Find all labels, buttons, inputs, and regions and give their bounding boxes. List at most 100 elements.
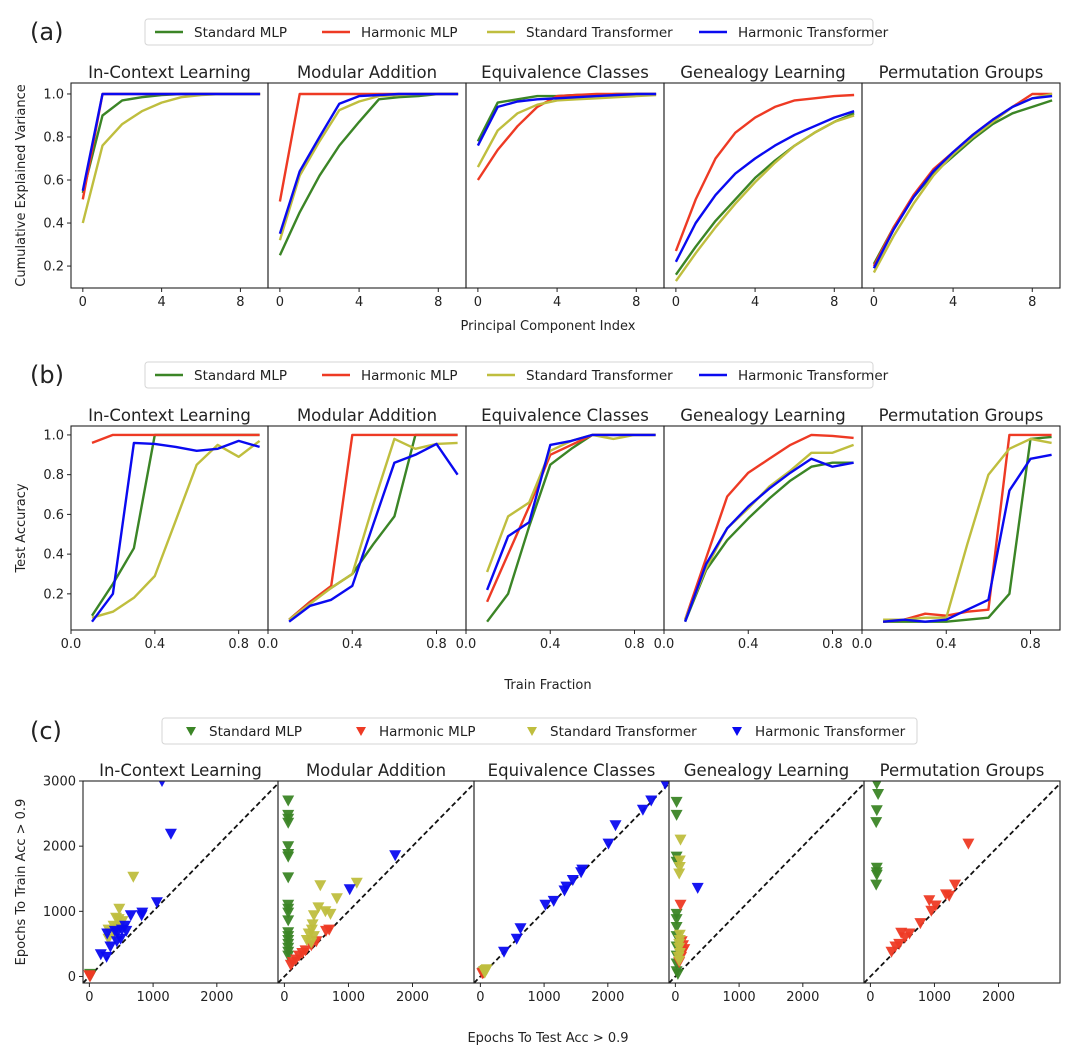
scatter-point-harmonic-transformer	[104, 941, 117, 953]
subplot-genealogy-learning: Genealogy Learning 0 1000 2000	[668, 761, 865, 1005]
scatter-point-harmonic-transformer	[575, 867, 588, 879]
scatter-point-standard-transformer	[673, 855, 686, 867]
series-line-standard-transformer	[883, 437, 1052, 621]
subplot-title: Equivalence Classes	[481, 63, 649, 82]
y-tick-label: 2000	[43, 840, 76, 855]
plot-area	[81, 92, 261, 224]
x-tick-label: 4	[157, 295, 165, 310]
plot-area	[674, 93, 855, 282]
scatter-point-standard-transformer	[478, 967, 491, 979]
scatter-point-standard-mlp	[282, 795, 295, 807]
x-tick-label: 0	[866, 990, 874, 1005]
x-tick-label: 0.4	[144, 637, 165, 652]
legend: Standard MLP Harmonic MLP Standard Transfo…	[144, 18, 889, 46]
scatter-point-harmonic-transformer	[101, 928, 114, 940]
scatter-point-harmonic-transformer	[558, 885, 571, 897]
x-tick-label: 1000	[528, 990, 561, 1005]
plot-area	[476, 92, 657, 181]
plot-area	[864, 781, 1060, 983]
scatter-point-harmonic-transformer	[389, 850, 402, 862]
plot-area	[288, 433, 459, 623]
x-axis-label: Train Fraction	[503, 678, 591, 693]
y-tick-label: 3000	[43, 775, 76, 790]
figure-row-b: (b) Standard MLP Harmonic MLP Standard Tran…	[14, 361, 1061, 693]
legend-entry-harmonic-transformer: Harmonic Transformer	[732, 724, 906, 740]
legend-entry-harmonic-transformer: Harmonic Transformer	[699, 368, 889, 384]
subplot-modular-addition: Modular Addition 0 4 8	[267, 63, 467, 310]
reference-diagonal-line	[864, 782, 1060, 983]
series-line-standard-mlp	[476, 92, 657, 142]
scatter-point-harmonic-transformer	[110, 936, 123, 948]
scatter-point-harmonic-mlp	[320, 925, 332, 937]
scatter-point-harmonic-mlp	[962, 838, 975, 850]
scatter-point-standard-mlp	[870, 869, 883, 881]
x-tick-label: 0	[672, 295, 680, 310]
scatter-point-harmonic-transformer	[566, 875, 579, 886]
x-tick-label: 0	[474, 295, 482, 310]
series-line-harmonic-transformer	[485, 433, 656, 591]
scatter-point-harmonic-transformer	[636, 804, 649, 816]
scatter-point-standard-transformer	[305, 937, 318, 949]
scatter-point-standard-mlp	[282, 915, 295, 927]
scatter-point-standard-transformer	[674, 834, 687, 846]
legend-label: Harmonic Transformer	[738, 25, 889, 41]
scatter-point-standard-transformer	[673, 862, 686, 873]
subplot-title: Equivalence Classes	[488, 761, 656, 780]
axes-frame	[863, 780, 1061, 984]
x-tick-label: 0.4	[540, 637, 561, 652]
y-tick-label: 0.6	[43, 174, 64, 189]
axes-frame	[465, 425, 665, 631]
legend-marker-triangle-icon	[732, 727, 742, 736]
plot-area	[83, 781, 278, 983]
subplot-title: Genealogy Learning	[680, 63, 845, 82]
scatter-point-standard-transformer	[673, 868, 686, 880]
x-tick-label: 0.0	[654, 637, 675, 652]
y-tick-label: 1.0	[43, 87, 64, 102]
scatter-point-standard-mlp	[282, 950, 295, 962]
figure-row-c: (c) Standard MLP Harmonic MLP Standard Tran…	[14, 717, 1061, 1046]
scatter-point-harmonic-transformer	[150, 897, 163, 909]
series-line-harmonic-mlp	[674, 93, 855, 252]
subplot-permutation-groups: Permutation Groups 0 4 8	[861, 63, 1061, 310]
x-tick-label: 8	[632, 295, 640, 310]
legend-entry-standard-transformer: Standard Transformer	[487, 368, 673, 384]
scatter-point-harmonic-transformer	[602, 838, 615, 850]
series-line-harmonic-transformer	[882, 453, 1052, 623]
series-line-harmonic-mlp	[91, 433, 260, 445]
series-line-standard-mlp	[883, 435, 1052, 623]
scatter-point-standard-mlp	[282, 841, 295, 853]
legend-label: Harmonic Transformer	[738, 368, 889, 384]
series-line-harmonic-transformer	[288, 442, 459, 623]
scatter-point-standard-mlp	[282, 872, 295, 884]
legend-label: Harmonic MLP	[361, 368, 457, 384]
plot-area	[872, 92, 1053, 274]
scatter-point-harmonic-transformer	[539, 899, 552, 911]
x-tick-label: 1000	[918, 990, 951, 1005]
y-axis-label: Cumulative Explained Variance	[14, 84, 29, 286]
legend-entry-harmonic-mlp: Harmonic MLP	[322, 25, 457, 41]
series-line-harmonic-mlp	[476, 92, 657, 181]
x-tick-label: 8	[1028, 295, 1036, 310]
legend-entry-standard-mlp: Standard MLP	[155, 368, 287, 384]
scatter-point-harmonic-mlp	[949, 879, 961, 891]
series-line-harmonic-mlp	[683, 433, 854, 621]
series-line-standard-mlp	[674, 112, 855, 276]
subplot-title: Permutation Groups	[880, 761, 1045, 780]
y-tick-label: 1000	[43, 905, 76, 920]
series-line-standard-transformer	[81, 92, 261, 224]
scatter-point-harmonic-transformer	[510, 933, 523, 945]
plot-area	[683, 433, 855, 623]
axes-frame	[861, 82, 1061, 289]
subplot-equivalence-classes: Equivalence Classes 0.0 0.4 0.8	[456, 406, 665, 652]
legend-label: Standard MLP	[194, 368, 287, 384]
x-tick-label: 2000	[591, 990, 624, 1005]
panel-label: (c)	[30, 717, 62, 745]
series-line-harmonic-transformer	[278, 92, 459, 235]
scatter-point-harmonic-transformer	[660, 781, 669, 790]
scatter-point-harmonic-transformer	[124, 910, 137, 922]
panel-label: (b)	[30, 361, 64, 389]
subplot-title: In-Context Learning	[88, 63, 251, 82]
legend-entry-harmonic-transformer: Harmonic Transformer	[699, 25, 889, 41]
scatter-point-harmonic-mlp	[914, 918, 927, 930]
axes-frame	[70, 82, 269, 289]
